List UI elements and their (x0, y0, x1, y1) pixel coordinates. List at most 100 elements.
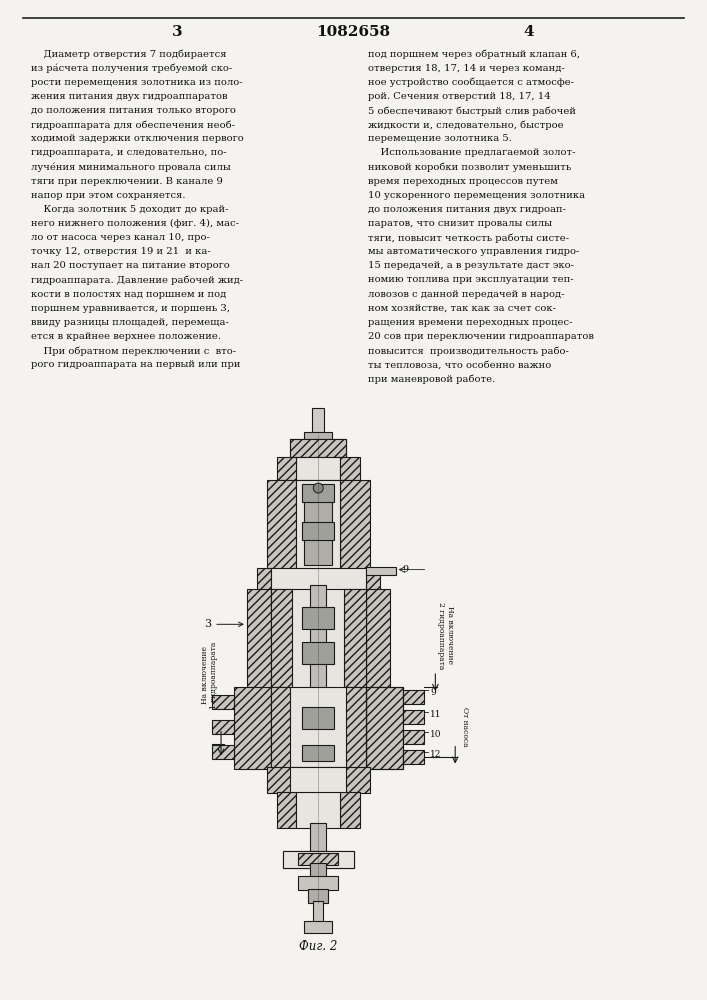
Text: время переходных процессов путем: время переходных процессов путем (368, 177, 558, 186)
Bar (402, 690, 424, 704)
Text: под поршнем через обратный клапан 6,: под поршнем через обратный клапан 6, (368, 50, 580, 59)
Text: Использование предлагаемой золот-: Использование предлагаемой золот- (368, 148, 575, 157)
Bar (247, 589, 271, 689)
Bar (271, 589, 366, 689)
Bar (313, 901, 323, 923)
Text: гидроаппарата. Давление рабочей жид-: гидроаппарата. Давление рабочей жид- (30, 275, 243, 285)
Text: Фиг. 2: Фиг. 2 (299, 940, 337, 953)
Bar (283, 851, 354, 868)
Text: Когда золотник 5 доходит до край-: Когда золотник 5 доходит до край- (30, 205, 228, 214)
Text: ращения времени переходных процес-: ращения времени переходных процес- (368, 318, 573, 327)
Text: 3: 3 (204, 619, 243, 629)
Bar (303, 707, 334, 729)
Bar (305, 485, 332, 565)
Bar (271, 687, 291, 768)
Bar (366, 687, 402, 768)
Bar (271, 568, 366, 592)
Text: повысится  производительность рабо-: повысится производительность рабо- (368, 346, 568, 356)
Bar (344, 589, 366, 689)
Circle shape (313, 483, 323, 493)
Bar (212, 720, 234, 734)
Text: 10 ускоренного перемещения золотника: 10 ускоренного перемещения золотника (368, 191, 585, 200)
Text: 3: 3 (172, 25, 182, 39)
Text: ты тепловоза, что особенно важно: ты тепловоза, что особенно важно (368, 360, 551, 369)
Text: жения питания двух гидроаппаратов: жения питания двух гидроаппаратов (30, 92, 227, 101)
Bar (303, 522, 334, 540)
Bar (402, 750, 424, 764)
Bar (312, 408, 325, 435)
Bar (402, 730, 424, 744)
Text: тяги, повысит четкость работы систе-: тяги, повысит четкость работы систе- (368, 233, 569, 243)
Bar (340, 457, 360, 480)
Text: рого гидроаппарата на первый или при: рого гидроаппарата на первый или при (30, 360, 240, 369)
Bar (340, 480, 370, 570)
Text: На включение
1 гидроаппарата: На включение 1 гидроаппарата (201, 641, 218, 709)
Text: до положения питания двух гидроап-: до положения питания двух гидроап- (368, 205, 566, 214)
Text: На включение
2 гидроаппарата: На включение 2 гидроаппарата (437, 602, 454, 669)
Text: От насоса: От насоса (461, 707, 469, 747)
Text: тяги при переключении. В канале 9: тяги при переключении. В канале 9 (30, 177, 228, 186)
Text: отверстия 18, 17, 14 и через команд-: отверстия 18, 17, 14 и через команд- (368, 64, 565, 73)
Bar (305, 921, 332, 933)
Bar (212, 745, 234, 759)
Bar (276, 792, 296, 828)
Text: при маневровой работе.: при маневровой работе. (368, 374, 495, 384)
Bar (296, 792, 340, 828)
Bar (366, 687, 402, 768)
Text: ловозов с данной передачей в народ-: ловозов с данной передачей в народ- (368, 290, 564, 299)
Bar (267, 480, 296, 570)
Text: напор при этом сохраняется.: напор при этом сохраняется. (30, 191, 185, 200)
Bar (402, 710, 424, 724)
Text: кости в полостях над поршнем и под: кости в полостях над поршнем и под (30, 290, 226, 299)
Text: 10: 10 (431, 730, 442, 739)
Text: перемещение золотника 5.: перемещение золотника 5. (368, 134, 512, 143)
Bar (291, 439, 346, 457)
Bar (234, 687, 271, 768)
Text: Диаметр отверстия 7 подбирается: Диаметр отверстия 7 подбирается (30, 50, 226, 59)
Bar (303, 642, 334, 664)
Text: При обратном переключении с  вто-: При обратном переключении с вто- (30, 346, 235, 356)
Bar (310, 863, 326, 878)
Text: номию топлива при эксплуатации теп-: номию топлива при эксплуатации теп- (368, 275, 573, 284)
Text: гидроаппарата, и следовательно, по-: гидроаппарата, и следовательно, по- (30, 148, 226, 157)
Bar (276, 457, 296, 480)
Bar (271, 589, 293, 689)
Text: ется в крайнее верхнее положение.: ется в крайнее верхнее положение. (30, 332, 221, 341)
Text: никовой коробки позволит уменьшить: никовой коробки позволит уменьшить (368, 162, 571, 172)
Text: рой. Сечения отверстий 18, 17, 14: рой. Сечения отверстий 18, 17, 14 (368, 92, 551, 101)
Text: 5 обеспечивают быстрый слив рабочей: 5 обеспечивают быстрый слив рабочей (368, 106, 576, 116)
Bar (366, 589, 390, 689)
Bar (308, 889, 328, 903)
Text: 4: 4 (523, 25, 534, 39)
Text: до положения питания только второго: до положения питания только второго (30, 106, 235, 115)
Text: ходимой задержки отключения первого: ходимой задержки отключения первого (30, 134, 243, 143)
Text: рости перемещения золотника из поло-: рости перемещения золотника из поло- (30, 78, 243, 87)
Text: ло от насоса через канал 10, про-: ло от насоса через канал 10, про- (30, 233, 209, 242)
Bar (283, 851, 354, 868)
Text: ном хозяйстве, так как за счет сок-: ном хозяйстве, так как за счет сок- (368, 304, 556, 313)
Text: точку 12, отверстия 19 и 21  и ка-: точку 12, отверстия 19 и 21 и ка- (30, 247, 210, 256)
Text: 15 передачей, а в результате даст эко-: 15 передачей, а в результате даст эко- (368, 261, 574, 270)
Text: 12: 12 (431, 750, 442, 759)
Bar (291, 439, 346, 457)
Text: ное устройство сообщается с атмосфе-: ное устройство сообщается с атмосфе- (368, 78, 574, 87)
Text: ввиду разницы площадей, перемеща-: ввиду разницы площадей, перемеща- (30, 318, 228, 327)
Text: паратов, что снизит провалы силы: паратов, что снизит провалы силы (368, 219, 552, 228)
Bar (310, 585, 326, 704)
Bar (310, 823, 326, 853)
Bar (298, 853, 338, 865)
Bar (340, 792, 360, 828)
Text: 1082658: 1082658 (316, 25, 390, 39)
Text: нал 20 поступает на питание второго: нал 20 поступает на питание второго (30, 261, 229, 270)
Bar (283, 851, 354, 868)
Bar (271, 687, 366, 768)
Text: поршнем уравнивается, и поршень 3,: поршнем уравнивается, и поршень 3, (30, 304, 230, 313)
Text: гидроаппарата для обеспечения необ-: гидроаппарата для обеспечения необ- (30, 120, 235, 130)
Bar (291, 767, 346, 793)
Bar (366, 568, 380, 592)
Bar (298, 876, 338, 890)
Bar (366, 567, 396, 575)
Bar (257, 568, 271, 592)
Bar (212, 695, 234, 709)
Bar (303, 745, 334, 761)
